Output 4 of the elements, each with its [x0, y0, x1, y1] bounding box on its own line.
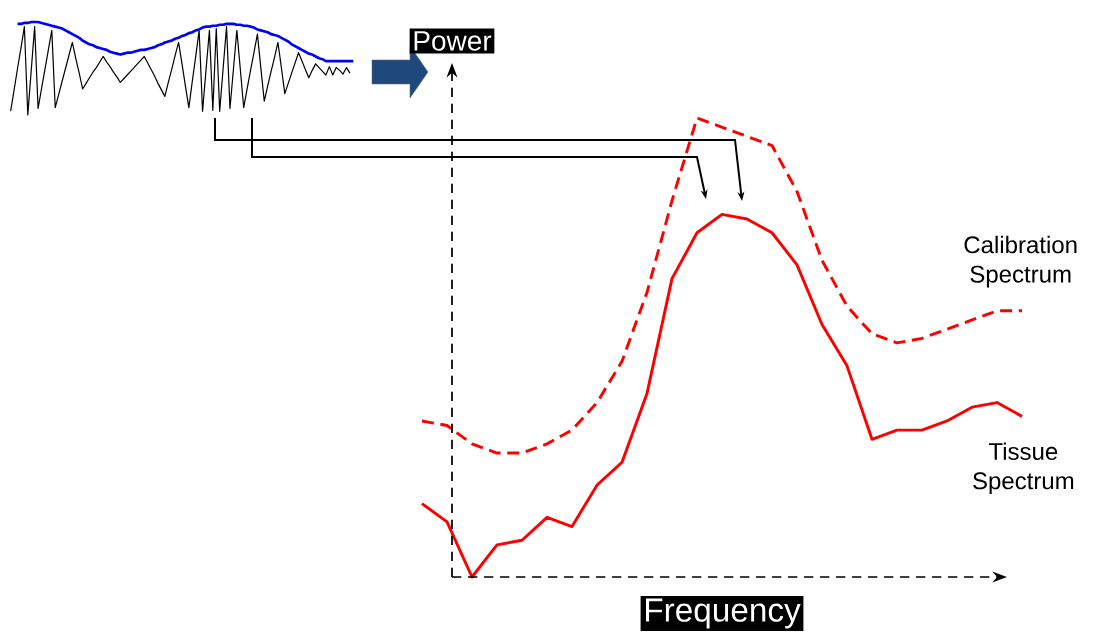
series-label: Tissue Spectrum: [973, 442, 1074, 495]
series-label: Calibration Spectrum: [964, 235, 1077, 288]
x-axis-title: Frequency: [646, 598, 801, 629]
y-axis-title: Power: [414, 31, 492, 51]
